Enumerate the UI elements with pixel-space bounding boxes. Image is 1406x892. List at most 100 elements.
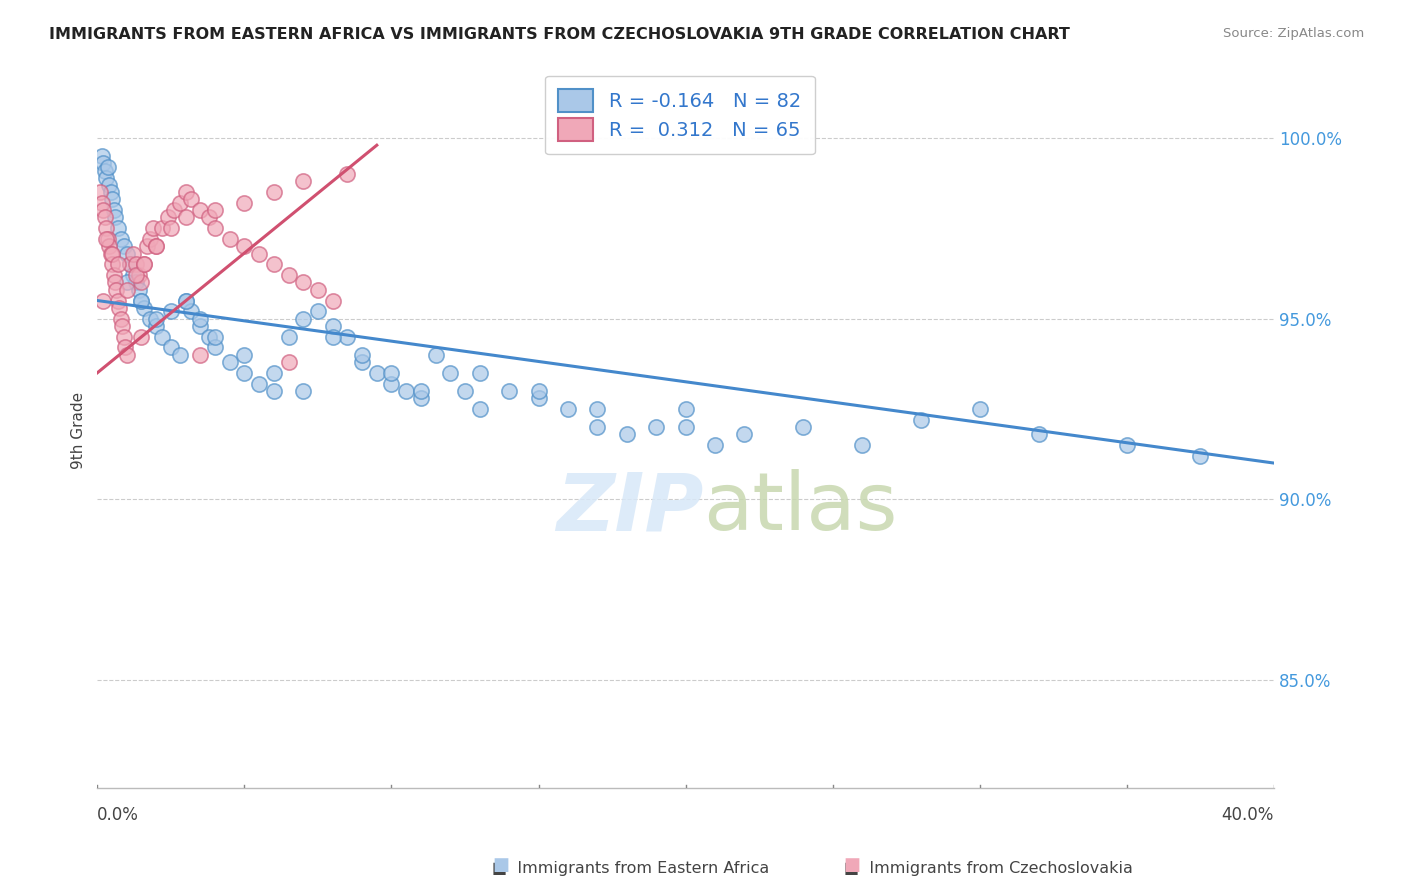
Point	[142, 221, 165, 235]
Point	[118, 257, 141, 271]
Point	[198, 211, 221, 225]
Point	[145, 318, 167, 333]
Point	[111, 318, 134, 333]
Point	[409, 391, 432, 405]
Point	[675, 401, 697, 416]
Point	[675, 420, 697, 434]
Point	[100, 246, 122, 260]
Legend: R = -0.164   N = 82, R =  0.312   N = 65: R = -0.164 N = 82, R = 0.312 N = 65	[544, 76, 814, 154]
Point	[468, 366, 491, 380]
Point	[97, 232, 120, 246]
Point	[121, 268, 143, 283]
Point	[307, 283, 329, 297]
Point	[395, 384, 418, 398]
Point	[89, 185, 111, 199]
Point	[160, 304, 183, 318]
Point	[409, 384, 432, 398]
Point	[134, 257, 156, 271]
Point	[218, 232, 240, 246]
Point	[128, 268, 150, 283]
Y-axis label: 9th Grade: 9th Grade	[72, 392, 86, 469]
Point	[292, 174, 315, 188]
Point	[105, 283, 128, 297]
Point	[188, 203, 211, 218]
Point	[103, 203, 125, 218]
Point	[145, 239, 167, 253]
Text: ■  Immigrants from Eastern Africa: ■ Immigrants from Eastern Africa	[492, 861, 769, 876]
Point	[124, 268, 146, 283]
Point	[527, 384, 550, 398]
Point	[204, 329, 226, 343]
Point	[233, 366, 256, 380]
Point	[969, 401, 991, 416]
Point	[115, 276, 138, 290]
Point	[156, 211, 179, 225]
Point	[645, 420, 668, 434]
Point	[204, 203, 226, 218]
Point	[454, 384, 477, 398]
Point	[91, 156, 114, 170]
Point	[263, 366, 285, 380]
Point	[98, 239, 121, 253]
Point	[107, 221, 129, 235]
Point	[118, 257, 141, 271]
Point	[527, 391, 550, 405]
Point	[233, 239, 256, 253]
Point	[110, 232, 132, 246]
Point	[104, 211, 127, 225]
Point	[380, 376, 402, 391]
Point	[366, 366, 388, 380]
Point	[180, 304, 202, 318]
Point	[115, 348, 138, 362]
Point	[704, 438, 727, 452]
Point	[124, 276, 146, 290]
Point	[110, 311, 132, 326]
Point	[136, 239, 159, 253]
Point	[425, 348, 447, 362]
Point	[104, 276, 127, 290]
Point	[233, 196, 256, 211]
Point	[188, 348, 211, 362]
Point	[910, 413, 932, 427]
Point	[108, 301, 131, 315]
Point	[336, 329, 359, 343]
Point	[263, 257, 285, 271]
Point	[101, 193, 124, 207]
Point	[352, 348, 374, 362]
Point	[498, 384, 520, 398]
Point	[91, 203, 114, 218]
Point	[145, 239, 167, 253]
Point	[247, 376, 270, 391]
Point	[160, 341, 183, 355]
Point	[93, 211, 115, 225]
Point	[98, 178, 121, 192]
Point	[292, 384, 315, 398]
Point	[247, 246, 270, 260]
Point	[112, 239, 135, 253]
Text: ■: ■	[844, 856, 860, 874]
Text: ■: ■	[492, 856, 509, 874]
Point	[322, 318, 344, 333]
Point	[277, 268, 299, 283]
Point	[96, 170, 118, 185]
Point	[101, 257, 124, 271]
Point	[131, 276, 153, 290]
Point	[616, 427, 638, 442]
Point	[93, 163, 115, 178]
Point	[134, 301, 156, 315]
Point	[107, 257, 129, 271]
Text: atlas: atlas	[703, 469, 897, 548]
Text: ■  Immigrants from Czechoslovakia: ■ Immigrants from Czechoslovakia	[844, 861, 1132, 876]
Point	[188, 318, 211, 333]
Point	[169, 196, 191, 211]
Point	[174, 293, 197, 308]
Point	[733, 427, 755, 442]
Point	[468, 401, 491, 416]
Point	[792, 420, 814, 434]
Point	[145, 311, 167, 326]
Point	[139, 311, 162, 326]
Point	[96, 232, 118, 246]
Point	[180, 193, 202, 207]
Point	[131, 293, 153, 308]
Point	[101, 246, 124, 260]
